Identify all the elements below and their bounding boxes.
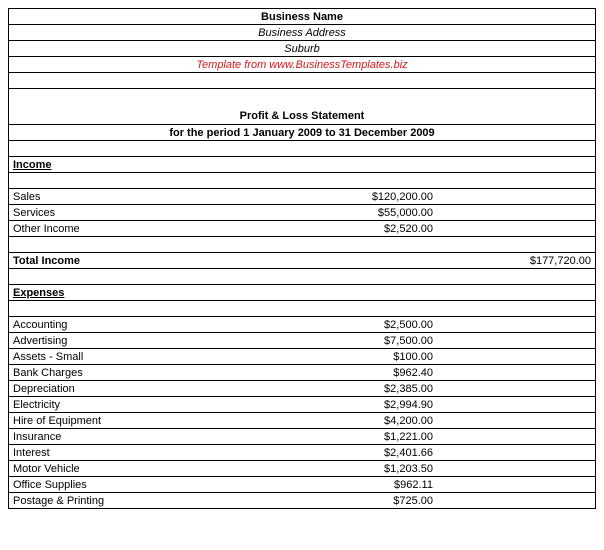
blank-cell [437, 429, 596, 445]
blank-cell [437, 461, 596, 477]
blank-cell [437, 333, 596, 349]
blank-cell [437, 445, 596, 461]
blank-cell [9, 301, 250, 317]
expense-item-amount: $962.40 [249, 365, 437, 381]
blank-cell [9, 269, 250, 285]
blank-cell [437, 157, 596, 173]
expense-item-label: Electricity [9, 397, 250, 413]
expense-item-label: Interest [9, 445, 250, 461]
expense-item-label: Hire of Equipment [9, 413, 250, 429]
expense-item-label: Motor Vehicle [9, 461, 250, 477]
total-income-amount: $177,720.00 [437, 253, 596, 269]
blank-cell [249, 269, 437, 285]
expense-item-label: Insurance [9, 429, 250, 445]
blank-cell [437, 205, 596, 221]
blank-cell [437, 317, 596, 333]
expense-item-label: Bank Charges [9, 365, 250, 381]
expense-item-amount: $725.00 [249, 493, 437, 509]
blank-cell [437, 365, 596, 381]
blank-cell [437, 413, 596, 429]
expense-item-label: Assets - Small [9, 349, 250, 365]
income-item-label: Other Income [9, 221, 250, 237]
blank-cell [437, 397, 596, 413]
income-item-amount: $55,000.00 [249, 205, 437, 221]
blank-cell [249, 173, 437, 189]
blank-cell [9, 173, 250, 189]
blank-cell [437, 493, 596, 509]
company-address: Business Address [9, 25, 596, 41]
statement-title: Profit & Loss Statement [9, 109, 596, 125]
blank-cell [249, 301, 437, 317]
expense-item-label: Advertising [9, 333, 250, 349]
blank-cell [437, 237, 596, 253]
blank-cell [437, 349, 596, 365]
pl-statement-table: Business Name Business Address Suburb Te… [8, 8, 596, 509]
blank-cell [249, 141, 437, 157]
blank-cell [437, 141, 596, 157]
blank-cell [437, 285, 596, 301]
blank-cell [437, 477, 596, 493]
blank-cell [437, 221, 596, 237]
expense-item-amount: $4,200.00 [249, 413, 437, 429]
blank-cell [437, 189, 596, 205]
blank-cell [437, 269, 596, 285]
expense-item-amount: $2,401.66 [249, 445, 437, 461]
expense-item-label: Accounting [9, 317, 250, 333]
expense-item-amount: $2,994.90 [249, 397, 437, 413]
income-item-label: Services [9, 205, 250, 221]
expense-item-amount: $962.11 [249, 477, 437, 493]
expenses-heading: Expenses [9, 285, 250, 301]
income-item-amount: $120,200.00 [249, 189, 437, 205]
expense-item-amount: $2,385.00 [249, 381, 437, 397]
blank-cell [9, 141, 250, 157]
statement-period: for the period 1 January 2009 to 31 Dece… [9, 125, 596, 141]
blank-cell [9, 237, 250, 253]
expense-item-amount: $1,203.50 [249, 461, 437, 477]
blank-cell [249, 285, 437, 301]
blank-cell [249, 253, 437, 269]
expense-item-amount: $100.00 [249, 349, 437, 365]
company-name: Business Name [9, 9, 596, 25]
blank-cell [249, 237, 437, 253]
expense-item-amount: $2,500.00 [249, 317, 437, 333]
spacer [9, 89, 596, 109]
blank-cell [437, 381, 596, 397]
income-heading: Income [9, 157, 250, 173]
company-suburb: Suburb [9, 41, 596, 57]
blank-cell [437, 173, 596, 189]
expense-item-label: Postage & Printing [9, 493, 250, 509]
blank-cell [249, 157, 437, 173]
expense-item-amount: $1,221.00 [249, 429, 437, 445]
blank-cell [437, 301, 596, 317]
expense-item-amount: $7,500.00 [249, 333, 437, 349]
blank-row [9, 73, 596, 89]
total-income-label: Total Income [9, 253, 250, 269]
expense-item-label: Office Supplies [9, 477, 250, 493]
income-item-amount: $2,520.00 [249, 221, 437, 237]
income-item-label: Sales [9, 189, 250, 205]
expense-item-label: Depreciation [9, 381, 250, 397]
template-source: Template from www.BusinessTemplates.biz [9, 57, 596, 73]
